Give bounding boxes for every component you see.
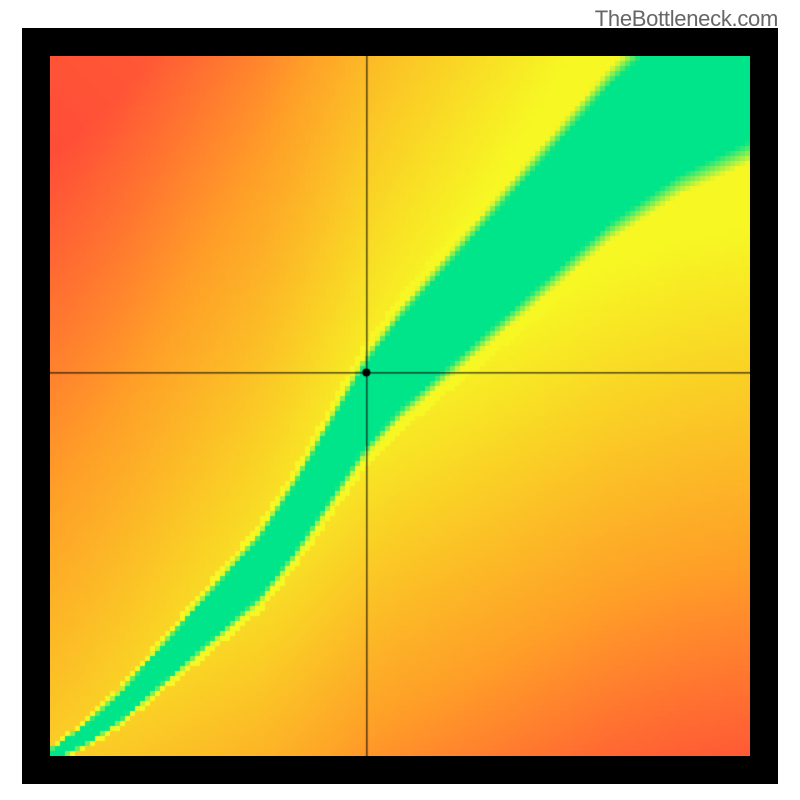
heatmap-plot (50, 56, 750, 756)
chart-container: TheBottleneck.com (0, 0, 800, 800)
heatmap-canvas (50, 56, 750, 756)
watermark-text: TheBottleneck.com (595, 6, 778, 32)
chart-frame (22, 28, 778, 784)
